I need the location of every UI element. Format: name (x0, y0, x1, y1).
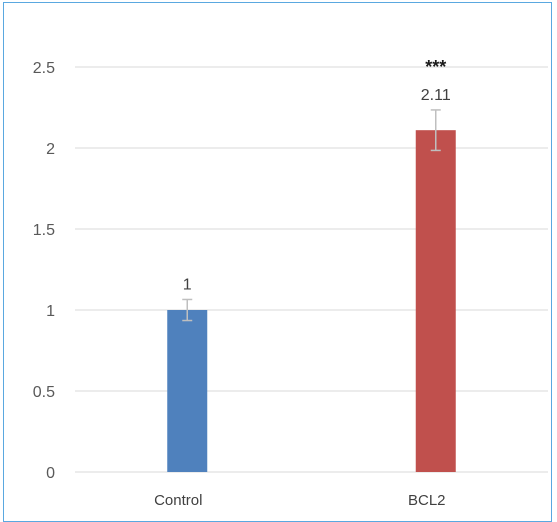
significance-marker: *** (425, 57, 446, 77)
y-tick-label: 2.5 (33, 60, 55, 77)
bar-control (167, 310, 208, 472)
y-tick-label: 2 (46, 141, 55, 158)
y-tick-label: 0 (46, 465, 55, 482)
y-tick-label: 1 (46, 303, 55, 320)
x-tick-label: Control (154, 492, 202, 509)
y-tick-label: 0.5 (33, 384, 55, 401)
chart-frame (3, 2, 552, 522)
data-label: 2.11 (421, 87, 451, 104)
x-tick-label: BCL2 (408, 492, 446, 509)
y-tick-label: 1.5 (33, 222, 55, 239)
data-label: 1 (183, 276, 192, 293)
bar-bcl2 (415, 130, 456, 472)
